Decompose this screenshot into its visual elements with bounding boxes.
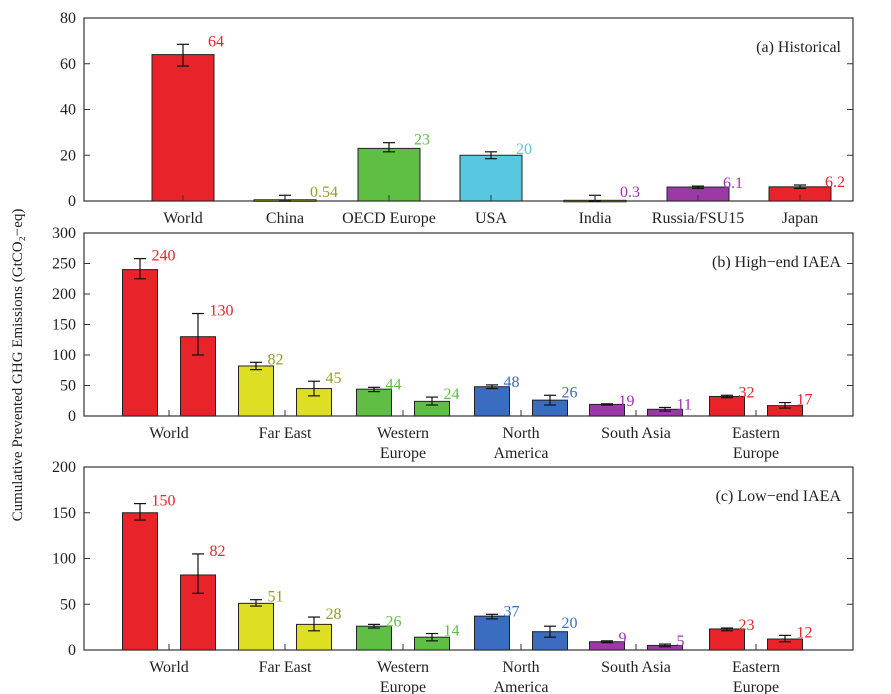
data-label: 24 [444,386,460,403]
bar [238,602,274,651]
data-label: 6.1 [723,175,743,192]
x-tick-label: Europe [380,679,426,694]
bar [474,615,510,651]
y-tick-label: 100 [52,551,76,568]
x-tick-label: America [493,679,548,694]
y-tick-label: 300 [52,225,76,242]
x-tick-label: World [149,659,189,676]
y-tick-label: 60 [60,56,76,73]
x-tick-label: America [493,445,548,462]
data-label: 82 [268,351,284,368]
x-tick-label: North [502,659,539,676]
bar [151,54,215,202]
data-label: 28 [326,606,342,623]
y-tick-label: 150 [52,317,76,334]
data-label: 5 [677,633,685,650]
y-tick-label: 0 [68,193,76,210]
panel-title: (b) High−end IAEA [712,254,841,271]
bar [122,512,158,651]
data-label: 64 [208,33,224,50]
data-label: 11 [677,396,692,413]
x-tick-label: North [502,425,539,442]
y-tick-label: 100 [52,347,76,364]
x-tick-label: India [579,210,612,227]
data-label: 45 [326,370,342,387]
bar [459,154,523,202]
y-tick-label: 0 [68,642,76,659]
x-tick-label: Europe [733,445,779,462]
x-tick-label: OECD Europe [342,210,436,227]
panel-title: (c) Low−end IAEA [716,488,842,505]
x-tick-label: Far East [259,659,312,676]
bar [238,365,274,417]
x-tick-label: Europe [733,679,779,694]
x-tick-label: USA [475,210,507,227]
bar [357,147,421,202]
data-label: 44 [386,376,402,393]
bar [474,386,510,417]
x-tick-label: South Asia [601,659,671,676]
data-label: 12 [797,624,813,641]
x-tick-label: Eastern [732,659,780,676]
x-tick-label: Western [377,659,429,676]
x-tick-label: Japan [782,210,818,227]
data-label: 23 [414,132,430,149]
y-tick-label: 80 [60,10,76,27]
data-label: 23 [739,617,755,634]
x-tick-label: Europe [380,445,426,462]
y-axis-label: Cumulative Prevented GHG Emissions (GtCO… [10,209,26,522]
x-tick-label: Russia/FSU15 [652,210,744,227]
data-label: 240 [152,248,176,265]
data-label: 51 [268,589,284,606]
data-label: 26 [386,613,402,630]
y-tick-label: 200 [52,286,76,303]
x-tick-label: Eastern [732,425,780,442]
y-tick-label: 250 [52,256,76,273]
y-tick-label: 20 [60,147,76,164]
y-tick-label: 50 [60,596,76,613]
x-tick-label: Western [377,425,429,442]
x-tick-label: South Asia [601,425,671,442]
data-label: 130 [210,303,234,320]
y-tick-label: 50 [60,378,76,395]
x-tick-label: Far East [259,425,312,442]
data-label: 6.2 [825,174,845,191]
data-label: 17 [797,392,813,409]
data-label: 32 [739,384,755,401]
data-label: 20 [562,615,578,632]
data-label: 82 [210,543,226,560]
x-tick-label: China [266,210,304,227]
data-label: 9 [619,630,627,647]
data-label: 0.3 [620,184,640,201]
data-label: 19 [619,393,635,410]
y-tick-label: 0 [68,408,76,425]
data-label: 26 [562,384,578,401]
y-tick-label: 40 [60,102,76,119]
data-label: 37 [504,603,520,620]
data-label: 48 [504,374,520,391]
y-tick-label: 200 [52,459,76,476]
data-label: 14 [444,623,460,640]
y-tick-label: 150 [52,505,76,522]
data-label: 150 [152,493,176,510]
x-tick-label: World [163,210,203,227]
panel-title: (a) Historical [756,39,841,56]
data-label: 0.54 [310,184,338,201]
data-label: 20 [516,141,532,158]
x-tick-label: World [149,425,189,442]
bar [122,269,158,417]
